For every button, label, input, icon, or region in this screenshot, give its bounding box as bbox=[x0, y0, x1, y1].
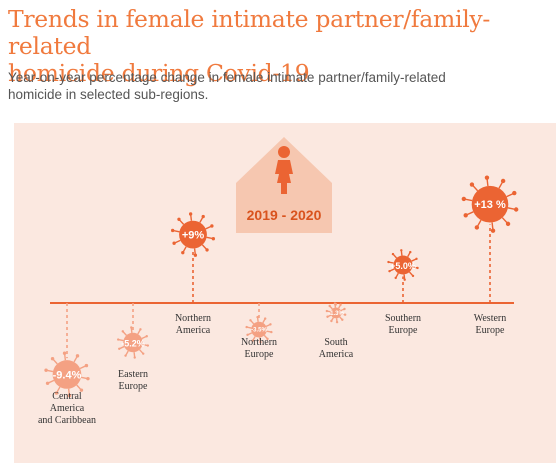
value-label-northern-america: +9% bbox=[182, 230, 205, 242]
period-label: 2019 - 2020 bbox=[247, 207, 322, 223]
value-label-western-europe: +13 % bbox=[474, 199, 506, 211]
value-label-south-america: -1.3% bbox=[328, 311, 344, 317]
chart-subtitle: Year-on-year percentage change in female… bbox=[8, 69, 553, 103]
house-icon: 2019 - 2020 bbox=[236, 137, 332, 233]
value-label-eastern-europe: -5.2% bbox=[121, 339, 145, 349]
value-label-northern-europe: -3.5% bbox=[251, 328, 267, 334]
value-label-central-america-and-caribbean: -9.4% bbox=[53, 369, 82, 381]
value-label-southern-europe: +5.0% bbox=[390, 261, 416, 271]
